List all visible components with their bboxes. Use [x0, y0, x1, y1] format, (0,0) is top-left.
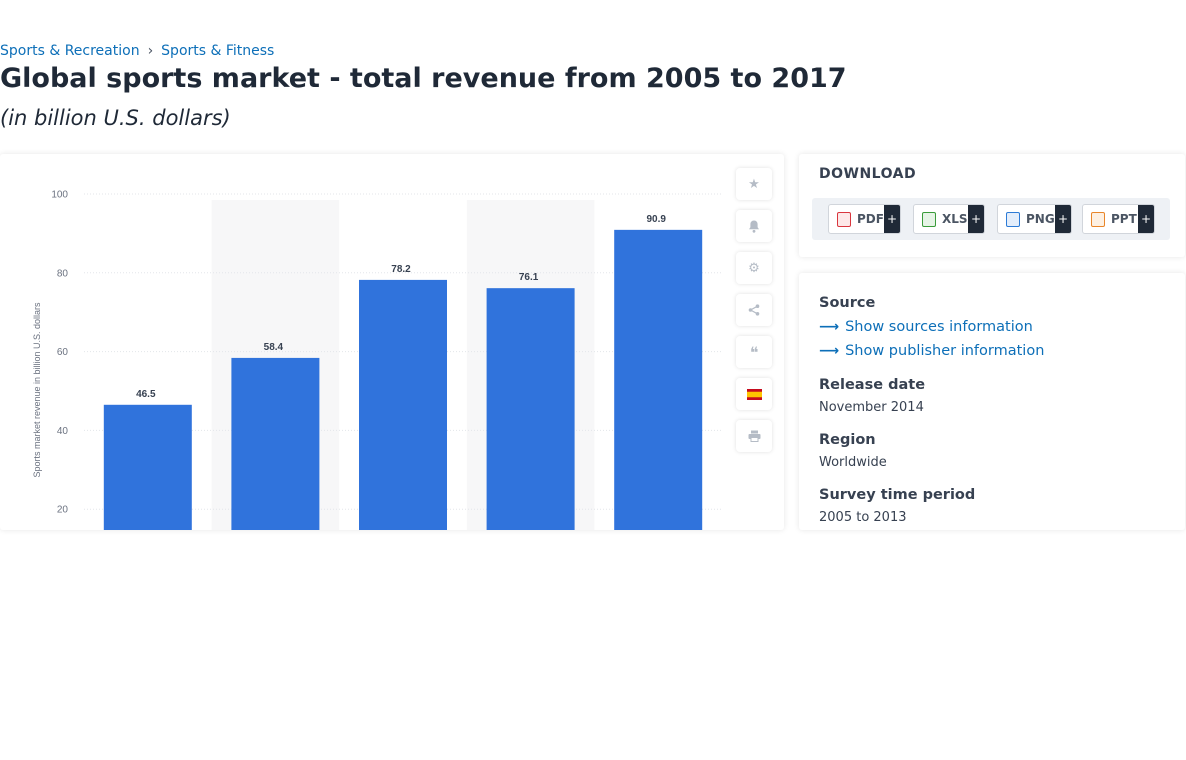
breadcrumb-link-sports-recreation[interactable]: Sports & Recreation: [0, 43, 140, 59]
quote-icon: ❝: [749, 342, 759, 362]
source-label: Source: [819, 295, 876, 311]
page-subtitle: (in billion U.S. dollars): [0, 106, 231, 130]
download-ppt-button[interactable]: PPT +: [1082, 204, 1155, 234]
download-pdf-button[interactable]: PDF +: [828, 204, 901, 234]
download-xls-label: XLS: [942, 212, 968, 226]
y-axis-label: Sports market revenue in billion U.S. do…: [32, 302, 42, 478]
bar: [231, 357, 320, 530]
share-button[interactable]: [736, 294, 772, 326]
data-label: 76.1: [519, 272, 539, 283]
y-tick-label: 40: [57, 426, 69, 437]
print-button[interactable]: [736, 420, 772, 452]
statistic-info-panel: Source ⟶ Show sources information ⟶ Show…: [799, 273, 1185, 530]
bar-chart: 20 40 60 80 100 Sports market revenue in bill…: [32, 190, 721, 530]
download-ppt-plus[interactable]: +: [1138, 205, 1154, 233]
show-publisher-text: Show publisher information: [845, 343, 1045, 359]
region-label: Region: [819, 432, 876, 448]
survey-period-label: Survey time period: [819, 487, 976, 503]
download-ppt-label: PPT: [1111, 212, 1137, 226]
page-title: Global sports market - total revenue fro…: [0, 63, 847, 94]
spain-flag-icon: [746, 388, 762, 400]
show-sources-link[interactable]: ⟶ Show sources information: [819, 319, 1033, 335]
bell-icon: [749, 220, 759, 233]
y-tick-label: 60: [57, 347, 69, 358]
download-title: DOWNLOAD: [819, 166, 917, 182]
download-format-row: PDF + XLS + PNG + PPT +: [812, 198, 1170, 240]
arrow-right-icon: ⟶: [819, 319, 840, 335]
region-value: Worldwide: [819, 455, 887, 470]
breadcrumb: Sports & Recreation › Sports & Fitness: [0, 43, 274, 59]
download-panel: DOWNLOAD PDF + XLS + PNG + PPT +: [799, 154, 1185, 257]
ppt-file-icon: [1091, 211, 1105, 227]
download-pdf-plus[interactable]: +: [884, 205, 900, 233]
download-png-plus[interactable]: +: [1055, 205, 1071, 233]
print-icon: [748, 430, 760, 442]
chart-card: 20 40 60 80 100 Sports market revenue in bill…: [0, 154, 784, 530]
arrow-right-icon: ⟶: [819, 343, 840, 359]
download-png-button[interactable]: PNG +: [997, 204, 1072, 234]
settings-button[interactable]: ⚙: [736, 252, 772, 284]
bar: [614, 229, 703, 530]
cite-button[interactable]: ❝: [736, 336, 772, 368]
bar: [103, 404, 192, 530]
bar: [486, 288, 575, 530]
download-pdf-label: PDF: [857, 212, 884, 226]
survey-period-value: 2005 to 2013: [819, 510, 907, 525]
xls-file-icon: [922, 211, 936, 227]
favorite-button[interactable]: ★: [736, 168, 772, 200]
download-png-label: PNG: [1026, 212, 1055, 226]
data-label: 78.2: [391, 264, 411, 275]
data-label: 46.5: [136, 389, 156, 400]
share-icon: [748, 304, 760, 316]
y-tick-label: 80: [57, 268, 69, 279]
download-xls-plus[interactable]: +: [968, 205, 984, 233]
show-sources-text: Show sources information: [845, 319, 1033, 335]
star-icon: ★: [748, 176, 760, 192]
notification-button[interactable]: [736, 210, 772, 242]
gear-icon: ⚙: [748, 260, 760, 276]
breadcrumb-separator: ›: [147, 43, 154, 59]
language-button[interactable]: [736, 378, 772, 410]
data-label: 58.4: [264, 342, 284, 353]
y-tick-label: 20: [57, 505, 69, 516]
data-label: 90.9: [646, 214, 666, 225]
pdf-file-icon: [837, 211, 851, 227]
png-file-icon: [1006, 211, 1020, 227]
download-xls-button[interactable]: XLS +: [913, 204, 985, 234]
bar: [359, 279, 447, 530]
breadcrumb-link-sports-fitness[interactable]: Sports & Fitness: [161, 43, 275, 59]
show-publisher-link[interactable]: ⟶ Show publisher information: [819, 343, 1044, 359]
release-date-label: Release date: [819, 377, 926, 393]
release-date-value: November 2014: [819, 400, 924, 415]
y-tick-label: 100: [51, 190, 68, 201]
